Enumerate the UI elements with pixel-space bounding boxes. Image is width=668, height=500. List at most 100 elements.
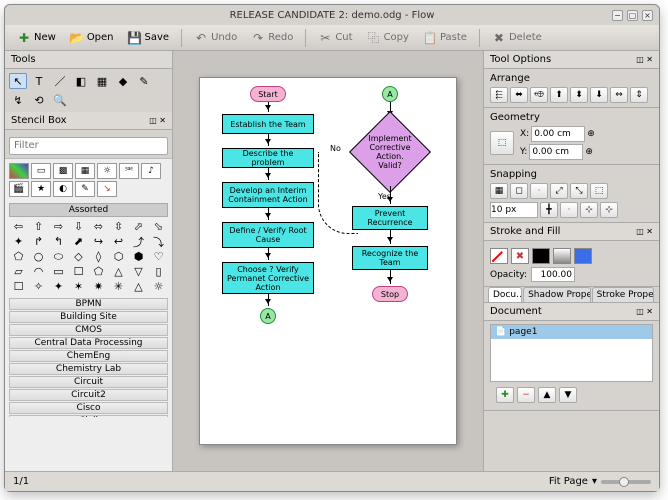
shape-item[interactable]: ⬂ (149, 220, 168, 234)
document-list[interactable]: 📄 page1 (490, 324, 653, 382)
no-fill-swatch[interactable] (490, 248, 508, 264)
page[interactable]: Start Establish the Team Describe the pr… (199, 77, 457, 445)
snap-ortho[interactable]: ╋ (540, 202, 558, 218)
align-bottom[interactable]: ⬇ (590, 87, 608, 103)
pattern-tool[interactable]: ▦ (93, 73, 111, 89)
pencil-tool[interactable]: ✎ (135, 73, 153, 89)
shape-item[interactable]: ✦ (49, 280, 68, 294)
shape-item[interactable]: ☐ (9, 280, 28, 294)
define-node[interactable]: Define / Verify Root Cause (222, 222, 314, 248)
palette-item[interactable]: ✎ (75, 181, 95, 197)
panel-close-icon[interactable]: ◫ ✕ (636, 307, 653, 316)
palette-item[interactable]: ★ (31, 181, 51, 197)
prevent-node[interactable]: Prevent Recurrence (352, 206, 428, 230)
shape-item[interactable]: ⇳ (109, 220, 128, 234)
shape-tool[interactable]: ◆ (114, 73, 132, 89)
panel-close-icon[interactable]: ◫ ✕ (636, 55, 653, 64)
cut-button[interactable]: ✂Cut (312, 29, 358, 47)
shape-item[interactable]: ♡ (149, 250, 168, 264)
page-item[interactable]: 📄 page1 (491, 325, 652, 339)
align-left[interactable]: ⬱ (490, 87, 508, 103)
paste-button[interactable]: 📋Paste (417, 29, 473, 47)
recognize-node[interactable]: Recognize the Team (352, 246, 428, 270)
develop-node[interactable]: Develop an Interim Containment Action (222, 182, 314, 208)
close-icon[interactable]: × (642, 10, 653, 21)
snap-guide[interactable]: · (530, 183, 548, 199)
shape-item[interactable]: ⬢ (129, 250, 148, 264)
shape-item[interactable]: ✦ (9, 235, 28, 249)
shape-item[interactable]: ✷ (89, 280, 108, 294)
snap-bound[interactable]: ⬚ (590, 183, 608, 199)
category-item[interactable]: Central Data Processing (9, 337, 168, 349)
snap-int[interactable]: ⤡ (570, 183, 588, 199)
connector-a1[interactable]: A (260, 308, 276, 324)
shape-item[interactable]: ↱ (29, 235, 48, 249)
minimize-icon[interactable]: − (612, 10, 623, 21)
align-center-h[interactable]: ⬌ (510, 87, 528, 103)
shape-item[interactable]: ▭ (49, 265, 68, 279)
category-item[interactable]: CMOS (9, 324, 168, 336)
connector-tool[interactable]: ↯ (9, 92, 27, 108)
shape-item[interactable]: ⇩ (69, 220, 88, 234)
shape-item[interactable]: ⬈ (69, 235, 88, 249)
shape-item[interactable]: ⬄ (89, 220, 108, 234)
save-button[interactable]: 💾Save (122, 29, 176, 47)
shape-item[interactable]: ↩ (109, 235, 128, 249)
snap-ortho3[interactable]: ⊹ (580, 202, 598, 218)
add-page[interactable]: ✚ (496, 387, 514, 403)
stencil-filter-input[interactable] (9, 137, 168, 155)
tab-shadow[interactable]: Shadow Proper… (523, 287, 591, 302)
y-input[interactable] (529, 144, 583, 160)
open-button[interactable]: 📂Open (64, 29, 120, 47)
palette-item[interactable]: ♪ (141, 163, 161, 179)
copy-button[interactable]: ⿻Copy (361, 29, 415, 47)
shape-item[interactable]: ☐ (69, 265, 88, 279)
shape-item[interactable]: ◠ (29, 265, 48, 279)
snap-node[interactable]: ◻ (510, 183, 528, 199)
pointer-tool[interactable]: ↖ (9, 73, 27, 89)
shape-item[interactable]: ▱ (9, 265, 28, 279)
geometry-icon[interactable]: ⬚ (490, 131, 514, 155)
start-node[interactable]: Start (250, 86, 286, 102)
pan-tool[interactable]: ⟲ (30, 92, 48, 108)
shape-item[interactable]: ▯ (149, 265, 168, 279)
new-button[interactable]: ✚New (11, 29, 62, 47)
undo-button[interactable]: ↶Undo (188, 29, 243, 47)
category-item[interactable]: ChemEng (9, 350, 168, 362)
distribute-v[interactable]: ⇕ (630, 87, 648, 103)
panel-close-icon[interactable]: ◫ ✕ (149, 116, 166, 125)
shape-item[interactable]: ⬭ (49, 250, 68, 264)
snap-ortho4[interactable]: ⊹ (600, 202, 618, 218)
align-right[interactable]: ⬲ (530, 87, 548, 103)
category-item[interactable]: Chemistry Lab (9, 363, 168, 375)
opacity-input[interactable] (531, 267, 575, 282)
snap-grid[interactable]: ▦ (490, 183, 508, 199)
snap-ext[interactable]: ⤢ (550, 183, 568, 199)
distribute-h[interactable]: ⇔ (610, 87, 628, 103)
shape-item[interactable]: ⤴ (129, 235, 148, 249)
shape-item[interactable]: ◇ (69, 250, 88, 264)
shape-item[interactable]: ▽ (129, 265, 148, 279)
palette-item[interactable]: ▦ (75, 163, 95, 179)
shape-item[interactable]: ☼ (149, 280, 168, 294)
shape-item[interactable]: ↪ (89, 235, 108, 249)
snap-ortho2[interactable]: · (560, 202, 578, 218)
swatch-grad[interactable] (553, 248, 571, 264)
shape-item[interactable]: ⬠ (89, 265, 108, 279)
establish-node[interactable]: Establish the Team (222, 114, 314, 134)
tab-docu[interactable]: Docu… (488, 287, 522, 302)
shape-item[interactable]: △ (129, 280, 148, 294)
swatch-black[interactable] (532, 248, 550, 264)
shape-item[interactable]: ✧ (29, 280, 48, 294)
zoom-tool[interactable]: 🔍 (51, 92, 69, 108)
shape-item[interactable]: △ (109, 265, 128, 279)
shape-item[interactable]: ⇦ (9, 220, 28, 234)
maximize-icon[interactable]: ▢ (627, 10, 638, 21)
connector-a2[interactable]: A (382, 86, 398, 102)
category-item[interactable]: Circuit2 (9, 389, 168, 401)
zoom-slider[interactable] (601, 480, 651, 484)
palette-item[interactable]: 🎬 (9, 181, 29, 197)
category-item[interactable]: Circuit (9, 376, 168, 388)
move-up[interactable]: ▲ (538, 387, 556, 403)
remove-page[interactable]: − (517, 387, 535, 403)
